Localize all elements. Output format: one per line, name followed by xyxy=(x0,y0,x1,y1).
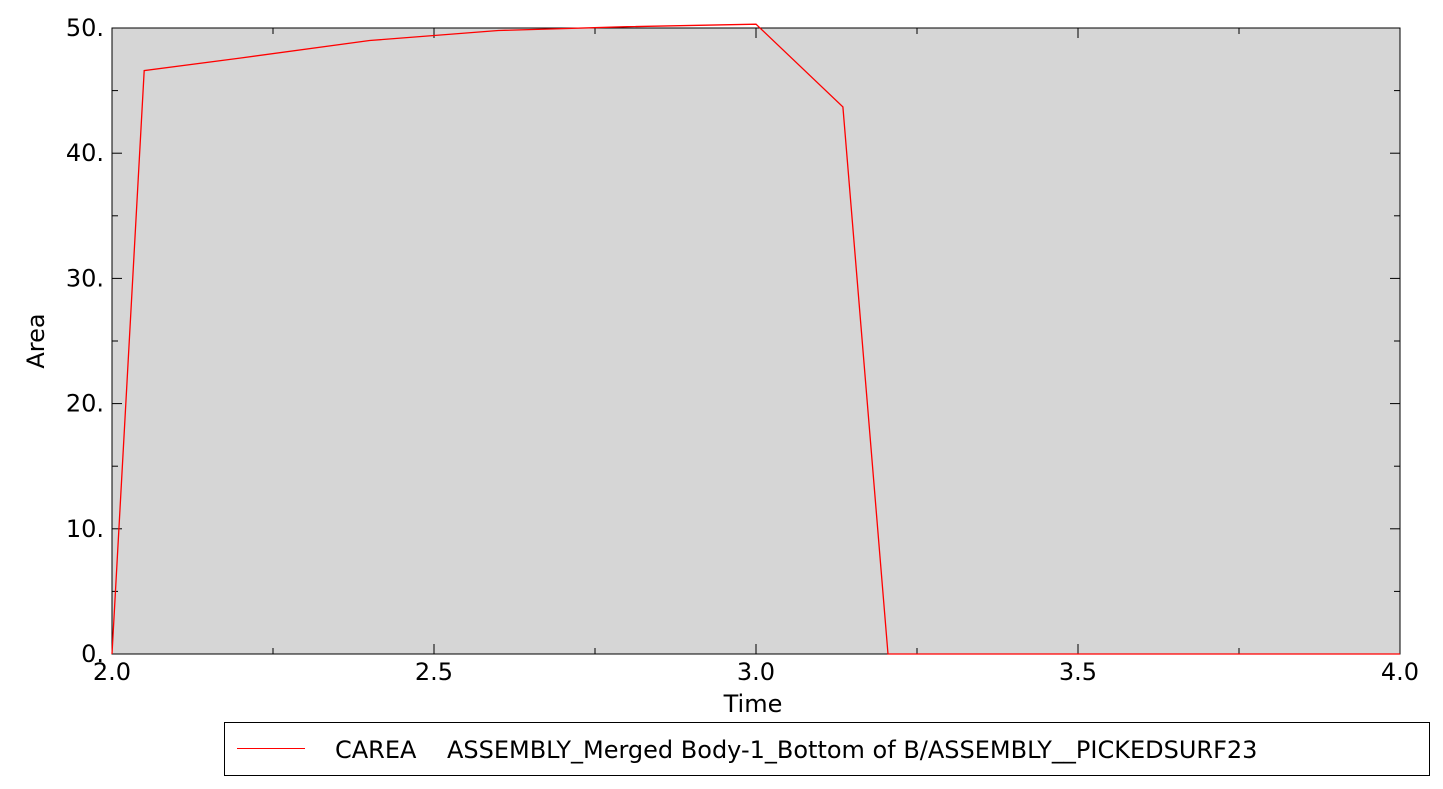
x-tick-label: 4.0 xyxy=(1381,658,1419,686)
x-tick-label: 3.0 xyxy=(737,658,775,686)
x-tick-label: 2.5 xyxy=(415,658,453,686)
legend-swatch xyxy=(237,748,305,749)
y-axis-title: Area xyxy=(22,313,50,368)
x-tick-label: 2.0 xyxy=(93,658,131,686)
y-tick-label: 20. xyxy=(66,390,104,418)
legend: CAREA ASSEMBLY_Merged Body-1_Bottom of B… xyxy=(224,722,1430,776)
x-axis-title: Time xyxy=(723,690,783,718)
legend-label: CAREA ASSEMBLY_Merged Body-1_Bottom of B… xyxy=(335,736,1258,764)
y-tick-label: 10. xyxy=(66,515,104,543)
y-tick-label: 40. xyxy=(66,139,104,167)
x-tick-label: 3.5 xyxy=(1059,658,1097,686)
tick-labels: 2.0 2.5 3.0 3.5 4.0 0. 10. 20. 30. 40. 50. xyxy=(66,14,1419,686)
plot-area xyxy=(111,27,1401,655)
y-tick-label: 0. xyxy=(81,640,104,668)
series-line-carea xyxy=(111,23,1400,655)
y-tick-label: 50. xyxy=(66,14,104,42)
axis-ticks xyxy=(111,27,1401,655)
y-tick-label: 30. xyxy=(66,264,104,292)
